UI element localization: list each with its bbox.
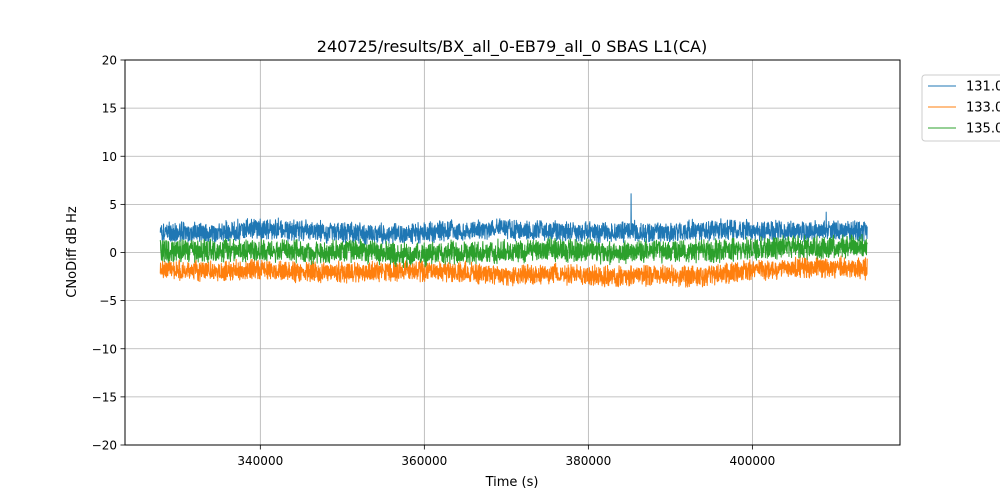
x-tick-label: 340000 (237, 454, 283, 468)
y-tick-label: −10 (92, 342, 117, 356)
series-line-135-0 (159, 233, 868, 269)
x-tick-label: 400000 (729, 454, 775, 468)
y-tick-label: 15 (102, 102, 117, 116)
chart-title: 240725/results/BX_all_0-EB79_all_0 SBAS … (317, 37, 707, 57)
x-tick-label: 380000 (565, 454, 611, 468)
axis-ticks: 340000 360000 380000 400000 −20 −15 −10 −5 0 5 10 1… (92, 54, 776, 469)
y-tick-label: −5 (99, 294, 117, 308)
y-tick-label: −20 (92, 439, 117, 453)
legend: 131.0 133.0 135.0 (921, 74, 1000, 142)
series-line-133-0 (159, 255, 868, 288)
legend-label-131: 131.0 (966, 80, 1000, 95)
y-tick-label: 5 (109, 198, 117, 212)
legend-label-135: 135.0 (966, 122, 1000, 137)
y-tick-label: 10 (102, 150, 117, 164)
series-line-131-0 (159, 193, 868, 246)
legend-frame (921, 74, 1000, 142)
series-layer (159, 193, 868, 288)
y-axis-label: CNoDiff dB Hz (65, 206, 80, 298)
x-axis-label: Time (s) (485, 475, 539, 490)
y-tick-label: 20 (102, 54, 117, 68)
x-tick-label: 360000 (401, 454, 447, 468)
y-tick-label: −15 (92, 390, 117, 404)
legend-label-133: 133.0 (966, 101, 1000, 116)
y-tick-label: 0 (109, 246, 117, 260)
